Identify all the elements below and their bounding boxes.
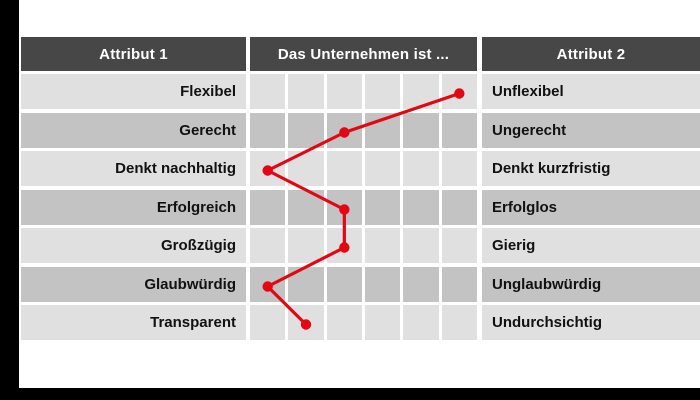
data-point	[339, 242, 350, 253]
attribute-left-label: Flexibel	[21, 74, 246, 109]
attribute-right-label: Gierig	[482, 228, 700, 263]
header-attribut-1: Attribut 1	[21, 37, 246, 71]
header-company-statement: Das Unternehmen ist ...	[250, 37, 477, 71]
scale-cell-3	[326, 151, 362, 186]
attribute-right-label: Denkt kurzfristig	[482, 151, 700, 186]
attribute-left-label: Transparent	[21, 305, 246, 340]
scale-cell-2	[288, 113, 324, 148]
header-attribut-2: Attribut 2	[482, 37, 700, 71]
scale-cell-5	[403, 267, 439, 302]
scale-cell-4	[364, 267, 401, 302]
table-row: Denkt nachhaltig Denkt kurzfristig	[0, 151, 700, 186]
scale-cell-1	[250, 74, 286, 109]
attribute-left-label: Großzügig	[21, 228, 246, 263]
scale-cell-4	[364, 190, 401, 225]
rating-line-chart	[262, 88, 465, 330]
scale-cell-2	[288, 228, 324, 263]
scale-cell-4	[364, 151, 401, 186]
scale-cell-3	[326, 267, 362, 302]
data-point	[262, 165, 273, 176]
table-row: Erfolgreich Erfolglos	[0, 190, 700, 225]
scale-cell-3	[326, 305, 362, 340]
scale-cell-6	[441, 305, 477, 340]
data-point	[339, 127, 350, 138]
data-point	[339, 204, 350, 215]
scale-cell-1	[250, 113, 286, 148]
scale-cell-6	[441, 228, 477, 263]
attribute-right-label: Unflexibel	[482, 74, 700, 109]
scale-cell-6	[441, 151, 477, 186]
bottom-black-frame-bar	[0, 388, 700, 400]
scale-cell-6	[441, 113, 477, 148]
attribute-left-label: Erfolgreich	[21, 190, 246, 225]
scale-cell-6	[441, 267, 477, 302]
scale-cell-5	[403, 305, 439, 340]
data-point	[454, 88, 465, 99]
attribute-right-label: Unglaubwürdig	[482, 267, 700, 302]
scale-cell-1	[250, 228, 286, 263]
rating-scale-cells	[250, 305, 477, 340]
scale-cell-2	[288, 74, 324, 109]
scale-cell-1	[250, 305, 286, 340]
data-point	[300, 319, 312, 330]
table-row: Transparent Undurchsichtig	[0, 305, 700, 340]
attribute-right-label: Undurchsichtig	[482, 305, 700, 340]
scale-cell-5	[403, 228, 439, 263]
attribute-left-label: Glaubwürdig	[21, 267, 246, 302]
scale-cell-5	[403, 113, 439, 148]
attribute-right-label: Erfolglos	[482, 190, 700, 225]
attribute-right-label: Ungerecht	[482, 113, 700, 148]
attribute-left-label: Gerecht	[21, 113, 246, 148]
scale-cell-4	[364, 228, 401, 263]
left-black-frame-bar	[0, 0, 19, 400]
attribute-left-label: Denkt nachhaltig	[21, 151, 246, 186]
profile-line	[266, 91, 460, 326]
table-row: Gerecht Ungerecht	[0, 113, 700, 148]
scale-cell-5	[403, 151, 439, 186]
scale-cell-4	[364, 74, 401, 109]
data-point	[262, 281, 273, 292]
scale-cell-1	[250, 190, 286, 225]
scale-cell-4	[364, 305, 401, 340]
rating-scale-cells	[250, 267, 477, 302]
scale-cell-5	[403, 190, 439, 225]
table-row: Glaubwürdig Unglaubwürdig	[0, 267, 700, 302]
scale-cell-6	[441, 190, 477, 225]
scale-cell-3	[326, 74, 362, 109]
